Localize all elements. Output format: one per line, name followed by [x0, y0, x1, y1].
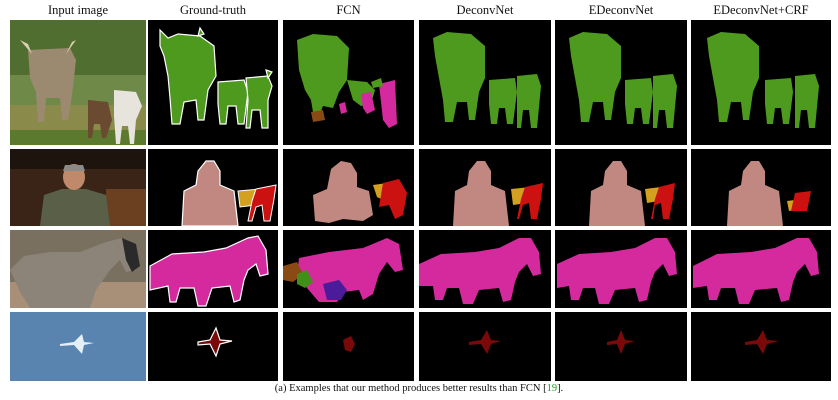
edeconvnet-horse [555, 230, 687, 308]
edeconvnet-crf-horse [691, 230, 831, 308]
header-input-image: Input image [47, 3, 109, 17]
input-image-cows [10, 20, 146, 145]
edeconvnet-crf-person [691, 149, 831, 226]
ground-truth-horse [148, 230, 278, 308]
edeconvnet-crf-aeroplane [691, 312, 831, 381]
edeconvnet-person [555, 149, 687, 226]
caption-text-after: ]. [557, 383, 564, 394]
header-edeconvnet-crf: EDeconvNet+CRF [713, 3, 809, 17]
edeconvnet-crf-cows [691, 20, 831, 145]
edeconvnet-cows [555, 20, 687, 145]
caption-reference-link[interactable]: 19 [546, 383, 558, 394]
deconvnet-aeroplane [419, 312, 551, 381]
input-image-horse [10, 230, 146, 308]
input-image-person [10, 149, 146, 226]
input-image-aeroplane [10, 312, 146, 381]
fcn-cows [283, 20, 414, 145]
header-fcn: FCN [336, 3, 361, 17]
caption-text-before: (a) Examples that our method produces be… [274, 383, 547, 394]
deconvnet-person [419, 149, 551, 226]
figure-caption: (a) Examples that our method produces be… [0, 383, 838, 394]
ground-truth-person [148, 149, 278, 226]
deconvnet-cows [419, 20, 551, 145]
header-edeconvnet: EDeconvNet [588, 3, 654, 17]
fcn-person [283, 149, 414, 226]
fcn-horse [283, 230, 414, 308]
header-deconvnet: DeconvNet [456, 3, 514, 17]
deconvnet-horse [419, 230, 551, 308]
edeconvnet-aeroplane [555, 312, 687, 381]
header-ground-truth: Ground-truth [180, 3, 246, 17]
ground-truth-aeroplane [148, 312, 278, 381]
fcn-aeroplane [283, 312, 414, 381]
ground-truth-cows [148, 20, 278, 145]
